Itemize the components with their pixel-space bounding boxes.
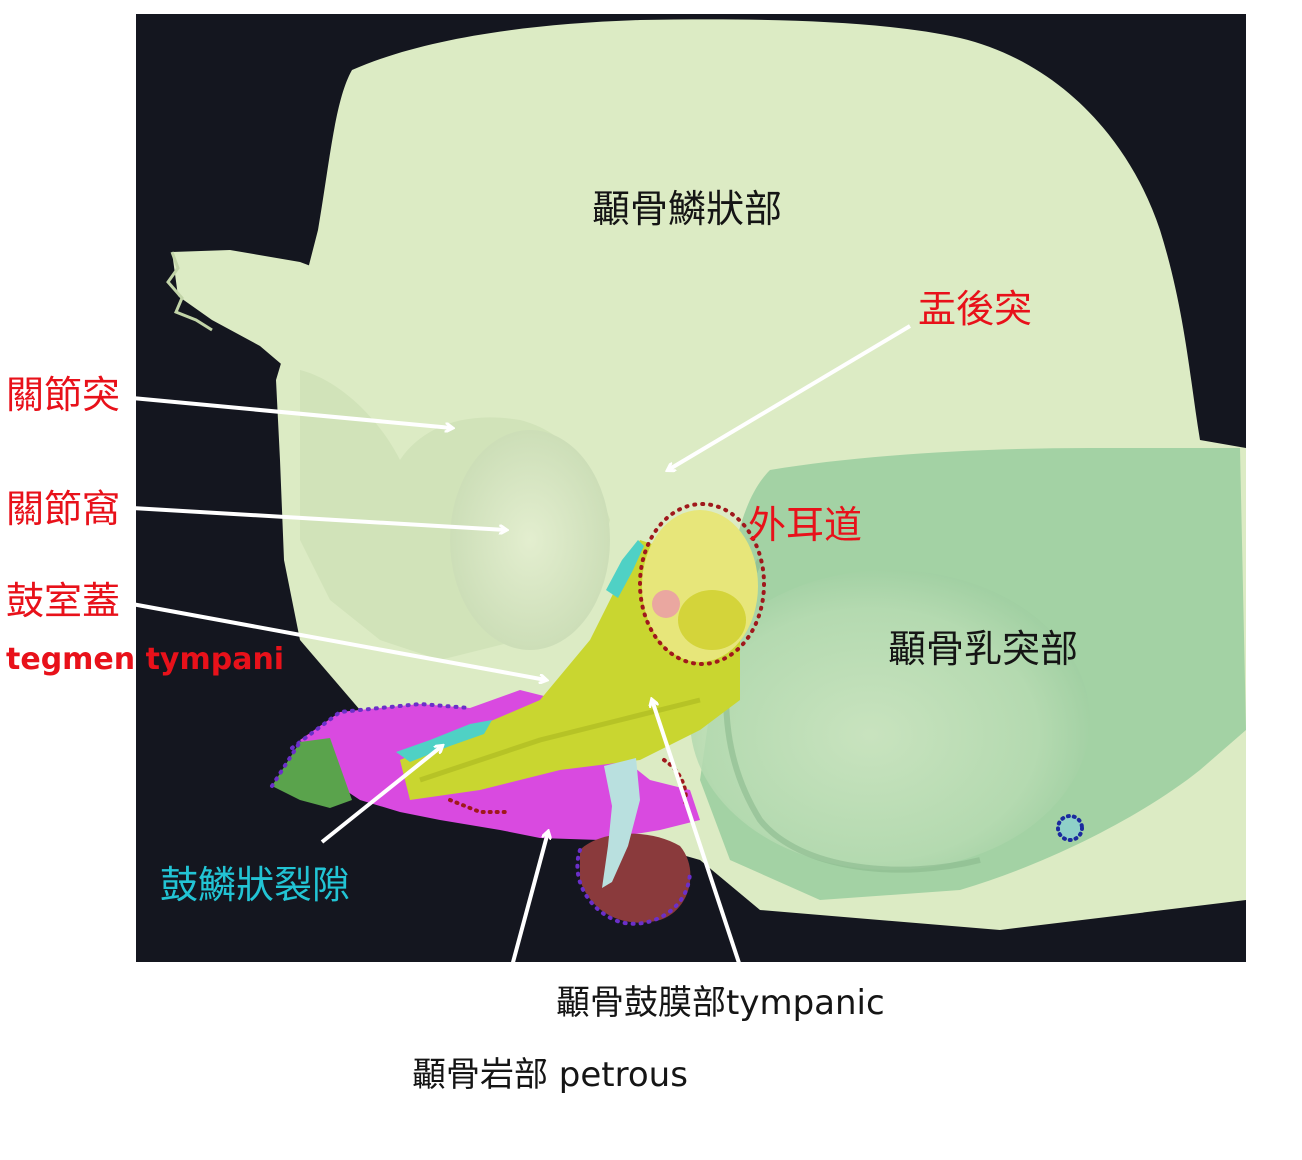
zygomatic-process-shape bbox=[172, 250, 520, 450]
arrow-tegmen bbox=[131, 602, 546, 680]
jugular-dotted-outline bbox=[575, 848, 692, 926]
label-tegmen: 鼓室蓋 bbox=[6, 579, 121, 623]
arrow-articular-tubercle bbox=[131, 396, 452, 428]
label-mastoid: 顳骨乳突部 bbox=[888, 627, 1079, 671]
label-petrous: 顳骨岩部 petrous bbox=[412, 1055, 688, 1095]
label-external-meatus: 外耳道 bbox=[748, 503, 863, 547]
label-articular-fossa: 關節窩 bbox=[6, 487, 121, 531]
arrow-tympanic-tail bbox=[738, 963, 750, 991]
articular-fossa-shape bbox=[450, 430, 610, 650]
styloid-process-shape bbox=[602, 758, 640, 888]
wedge-dotted-outline bbox=[270, 740, 302, 788]
external-meatus-inner bbox=[678, 590, 746, 650]
label-squamous: 顳骨鱗狀部 bbox=[592, 187, 783, 231]
petrous-dotted-outline bbox=[290, 701, 472, 750]
arrow-postglenoid bbox=[668, 324, 912, 470]
arrow-petrous-tail bbox=[502, 963, 514, 993]
stylomastoid-foramen bbox=[1056, 814, 1084, 842]
arrow-tympanic bbox=[652, 700, 742, 967]
label-tympanic: 顳骨鼓膜部tympanic bbox=[556, 983, 885, 1023]
fissure-strip-lower bbox=[396, 720, 492, 762]
arrow-articular-fossa bbox=[131, 506, 506, 530]
zygomatic-edge bbox=[166, 251, 213, 332]
external-meatus-dotted-outline bbox=[638, 502, 766, 666]
label-tegmen-en: tegmen tympani bbox=[6, 642, 285, 677]
arrow-fissure bbox=[320, 746, 442, 844]
arrow-petrous bbox=[510, 832, 548, 967]
label-squamotympanic-fissure: 鼓鱗狀裂隙 bbox=[160, 863, 351, 907]
tympanic-ridge bbox=[419, 697, 701, 783]
meatus-pink-spot bbox=[652, 590, 680, 618]
label-articular-tubercle: 關節突 bbox=[6, 373, 121, 417]
fissure-strip-upper bbox=[606, 540, 644, 598]
mastoid-highlight bbox=[690, 570, 1090, 870]
label-postglenoid: 盂後突 bbox=[918, 287, 1033, 331]
sphenoid-wedge-shape bbox=[272, 738, 352, 808]
